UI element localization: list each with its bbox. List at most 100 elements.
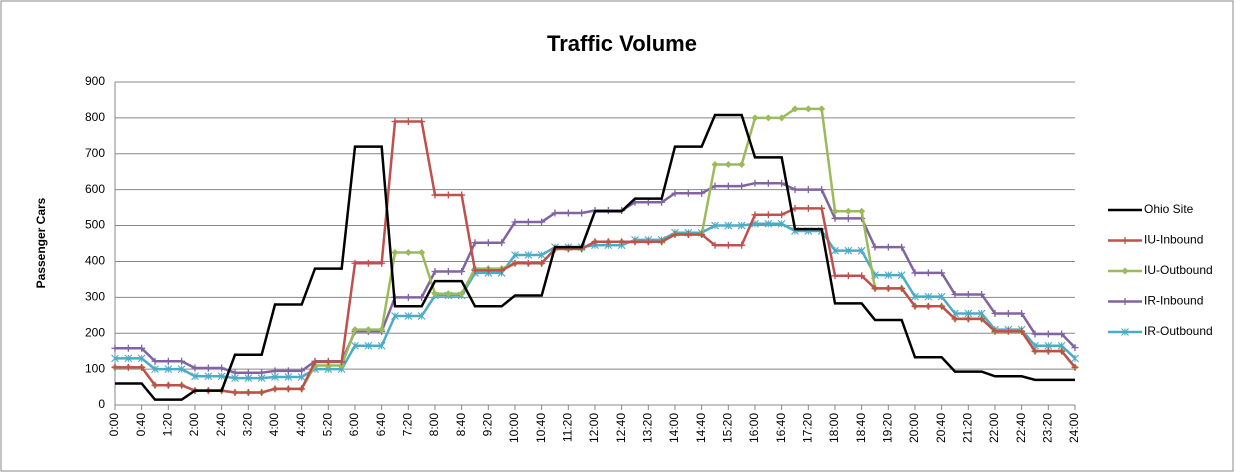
marker	[818, 204, 826, 212]
marker	[1004, 327, 1012, 335]
marker	[671, 231, 679, 239]
x-tick-label: 11:20	[561, 413, 575, 442]
marker	[177, 365, 186, 373]
marker	[991, 327, 999, 335]
marker	[164, 365, 173, 373]
marker	[924, 269, 932, 277]
x-tick-label: 0:00	[107, 413, 121, 437]
marker	[537, 251, 546, 259]
marker	[164, 357, 172, 365]
marker	[338, 362, 346, 370]
marker	[591, 238, 599, 246]
marker	[724, 221, 733, 230]
x-tick-label: 9:20	[481, 413, 495, 437]
marker	[751, 211, 759, 219]
marker	[644, 198, 652, 206]
x-tick-label: 6:40	[374, 413, 388, 437]
x-tick-label: 15:20	[721, 413, 735, 443]
marker	[844, 207, 852, 215]
marker	[1071, 354, 1079, 363]
y-tick-label: 600	[85, 182, 105, 196]
marker	[364, 259, 372, 267]
marker	[818, 105, 826, 113]
marker	[484, 239, 492, 247]
marker	[351, 341, 359, 350]
marker	[444, 191, 452, 199]
x-tick-label: 21:20	[961, 413, 975, 443]
marker	[964, 315, 972, 323]
marker	[244, 369, 252, 377]
marker	[738, 241, 746, 249]
marker	[204, 364, 212, 372]
marker	[191, 364, 199, 372]
x-tick-label: 14:00	[667, 413, 681, 443]
marker	[604, 238, 612, 246]
marker	[458, 191, 466, 199]
marker	[658, 238, 666, 246]
marker	[791, 204, 799, 212]
marker	[858, 272, 866, 280]
marker	[764, 219, 773, 228]
y-tick-label: 100	[85, 361, 105, 375]
marker	[951, 315, 959, 323]
y-tick-label: 900	[85, 74, 105, 88]
marker	[244, 388, 252, 396]
marker	[124, 354, 133, 363]
marker	[1044, 330, 1052, 338]
series	[115, 113, 1075, 401]
marker	[644, 238, 652, 246]
marker	[524, 251, 533, 259]
marker	[871, 284, 879, 292]
marker	[444, 267, 452, 275]
marker	[1031, 347, 1039, 355]
marker	[498, 239, 506, 247]
marker	[738, 161, 746, 169]
x-tick-label: 18:00	[827, 413, 841, 443]
marker	[631, 238, 639, 246]
marker	[964, 290, 972, 298]
marker	[204, 372, 213, 381]
x-tick-label: 8:40	[454, 413, 468, 437]
marker	[911, 269, 919, 277]
marker	[1071, 363, 1079, 371]
marker	[298, 367, 306, 375]
marker	[1121, 328, 1129, 336]
marker	[258, 388, 266, 396]
marker	[338, 358, 346, 366]
marker	[831, 246, 839, 255]
marker	[618, 238, 626, 246]
marker	[418, 293, 426, 301]
x-tick-label: 16:40	[774, 413, 788, 443]
marker	[698, 231, 706, 239]
marker	[471, 266, 479, 274]
marker	[897, 271, 906, 279]
legend-label: IU-Inbound	[1144, 233, 1203, 247]
marker	[831, 272, 839, 280]
marker	[751, 114, 759, 122]
marker	[778, 211, 786, 219]
x-tick-label: 2:40	[214, 413, 228, 437]
marker	[724, 182, 732, 190]
marker	[417, 312, 426, 320]
marker	[431, 191, 439, 199]
y-tick-label: 400	[85, 254, 105, 268]
marker	[258, 369, 266, 377]
marker	[938, 302, 946, 310]
marker	[137, 354, 146, 363]
marker	[844, 272, 852, 280]
marker	[458, 267, 466, 275]
marker	[898, 243, 906, 251]
marker	[391, 117, 399, 125]
marker	[324, 358, 332, 366]
y-tick-label: 0	[98, 397, 105, 411]
marker	[298, 385, 306, 393]
marker	[804, 204, 812, 212]
x-tick-label: 0:40	[134, 413, 148, 437]
x-tick-label: 4:00	[267, 413, 281, 437]
marker	[124, 363, 132, 371]
x-tick-label: 5:20	[321, 413, 335, 437]
marker	[1044, 347, 1052, 355]
marker	[178, 357, 186, 365]
marker	[471, 239, 479, 247]
